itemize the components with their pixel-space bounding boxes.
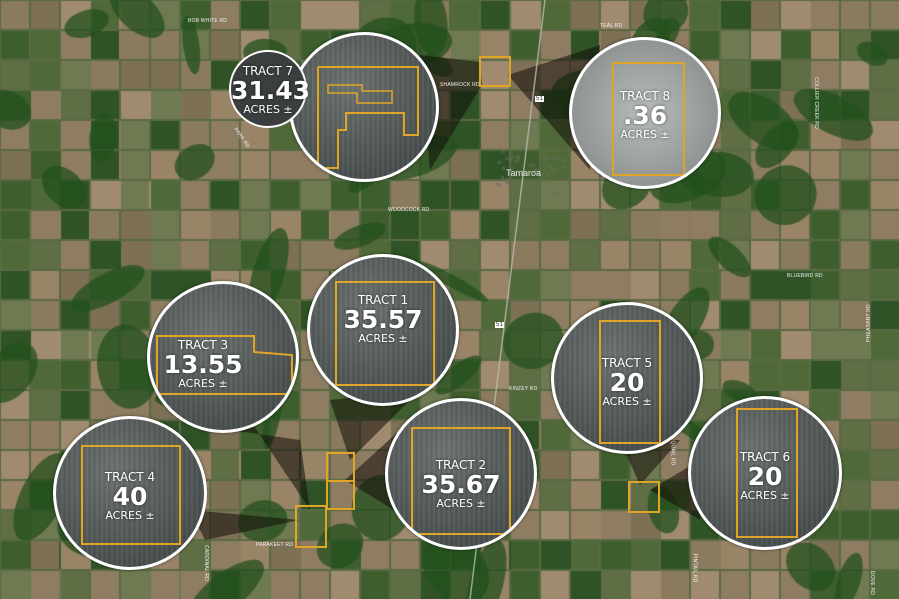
shadow-tract3	[230, 420, 310, 510]
map-outline-tract3-4	[295, 505, 327, 548]
road-label: COLLIER CREEK RD	[812, 77, 819, 129]
tract7-boundary	[317, 66, 419, 169]
tract1-callout[interactable]: TRACT 1 35.57 ACRES ±	[307, 254, 459, 406]
map-outline-tract1	[326, 452, 355, 482]
tract7-callout[interactable]	[289, 32, 439, 182]
tract5-callout[interactable]: TRACT 5 20 ACRES ±	[551, 302, 703, 454]
map-outline-tract7-8	[479, 56, 511, 87]
road-label: SHAMROCK RD	[440, 82, 480, 88]
tract7-label: TRACT 7 31.43 ACRES ±	[229, 50, 310, 128]
map-outline-tract5-6	[628, 481, 660, 513]
road-label: PHEASANT RD	[865, 304, 872, 342]
road-label: TEAL RD	[600, 23, 623, 29]
tract2-callout[interactable]: TRACT 2 35.67 ACRES ±	[385, 398, 537, 550]
tract6-callout[interactable]: TRACT 6 20 ACRES ±	[688, 396, 842, 550]
road-label: BOB WHITE RD	[188, 18, 228, 24]
shadow-tract1	[330, 390, 420, 460]
tract8-callout[interactable]: TRACT 8.36 ACRES ±	[569, 37, 721, 189]
town-label: Tamaroa	[506, 168, 542, 178]
map-outline-tract2	[326, 480, 355, 510]
road-label: PINTAIL RD	[691, 553, 698, 583]
highway-shield: 51	[495, 322, 505, 328]
shadow-tract6	[650, 460, 700, 520]
tract3-callout[interactable]: TRACT 3 13.55 ACRES ±	[147, 281, 299, 433]
shadow-tract4	[190, 510, 300, 540]
highway-shield: 51	[535, 96, 545, 102]
road-label: PARAKEET RD	[256, 542, 294, 548]
tract4-callout[interactable]: TRACT 4 40 ACRES ±	[53, 416, 207, 570]
road-label: WOODCOCK RD	[388, 207, 430, 213]
tract3-boundary	[156, 335, 293, 395]
road-label: DOVE RD	[869, 570, 876, 596]
road-label: BLUEBIRD RD	[787, 273, 823, 279]
road-label: KINZEY RD	[509, 386, 538, 392]
